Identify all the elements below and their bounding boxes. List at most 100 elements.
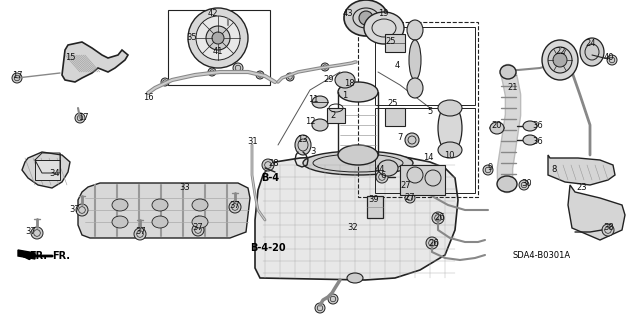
Bar xyxy=(375,27,475,105)
Ellipse shape xyxy=(376,171,388,183)
Ellipse shape xyxy=(112,216,128,228)
Ellipse shape xyxy=(338,82,378,102)
Ellipse shape xyxy=(405,193,415,203)
Text: FR.: FR. xyxy=(29,251,47,261)
Ellipse shape xyxy=(344,0,388,36)
Text: 25: 25 xyxy=(388,99,398,108)
Text: 5: 5 xyxy=(428,108,433,116)
Text: 16: 16 xyxy=(143,93,154,102)
Text: 10: 10 xyxy=(444,151,454,160)
Ellipse shape xyxy=(519,180,529,190)
Ellipse shape xyxy=(426,237,438,249)
Text: 11: 11 xyxy=(308,95,318,105)
Ellipse shape xyxy=(359,11,373,25)
Text: 41: 41 xyxy=(212,48,223,56)
Polygon shape xyxy=(18,250,35,259)
Bar xyxy=(375,108,475,193)
Ellipse shape xyxy=(206,26,230,50)
Ellipse shape xyxy=(31,227,43,239)
Text: 23: 23 xyxy=(577,182,588,191)
Text: 4: 4 xyxy=(394,61,399,70)
Text: 17: 17 xyxy=(12,70,22,79)
Ellipse shape xyxy=(224,11,232,19)
Text: 37: 37 xyxy=(230,201,241,210)
Text: 27: 27 xyxy=(404,194,415,203)
Bar xyxy=(400,165,445,195)
Bar xyxy=(385,108,405,126)
Ellipse shape xyxy=(500,65,516,79)
Polygon shape xyxy=(22,152,70,188)
Text: 25: 25 xyxy=(386,38,396,47)
Ellipse shape xyxy=(303,151,413,175)
Ellipse shape xyxy=(233,63,243,73)
Text: 24: 24 xyxy=(586,39,596,48)
Ellipse shape xyxy=(542,40,578,80)
Text: 7: 7 xyxy=(397,133,403,143)
Ellipse shape xyxy=(152,216,168,228)
Ellipse shape xyxy=(152,199,168,211)
Text: 14: 14 xyxy=(423,153,433,162)
Text: 37: 37 xyxy=(136,227,147,236)
Text: 15: 15 xyxy=(65,54,76,63)
Text: 33: 33 xyxy=(180,182,190,191)
Text: 31: 31 xyxy=(248,137,259,146)
Ellipse shape xyxy=(76,204,88,216)
Ellipse shape xyxy=(483,165,493,175)
Text: 2: 2 xyxy=(330,110,335,120)
Ellipse shape xyxy=(12,73,22,83)
Text: 40: 40 xyxy=(604,54,614,63)
Ellipse shape xyxy=(409,40,421,80)
Text: B-4: B-4 xyxy=(261,173,279,183)
Ellipse shape xyxy=(75,113,85,123)
Text: B-4-20: B-4-20 xyxy=(250,243,286,253)
Text: 13: 13 xyxy=(297,136,307,145)
Ellipse shape xyxy=(192,216,208,228)
Ellipse shape xyxy=(602,224,614,236)
Ellipse shape xyxy=(523,121,537,131)
Text: 26: 26 xyxy=(435,213,445,222)
Ellipse shape xyxy=(192,199,208,211)
Text: 37: 37 xyxy=(193,224,204,233)
Ellipse shape xyxy=(328,294,338,304)
Ellipse shape xyxy=(364,12,404,44)
Ellipse shape xyxy=(229,201,241,213)
Ellipse shape xyxy=(295,135,311,155)
Ellipse shape xyxy=(405,133,419,147)
Ellipse shape xyxy=(378,160,398,176)
Text: 20: 20 xyxy=(492,122,502,130)
Text: 3: 3 xyxy=(310,147,316,157)
Ellipse shape xyxy=(256,71,264,79)
Text: SDA4-B0301A: SDA4-B0301A xyxy=(513,250,571,259)
Bar xyxy=(35,160,60,180)
Text: 18: 18 xyxy=(344,78,355,87)
Ellipse shape xyxy=(315,303,325,313)
Text: 43: 43 xyxy=(342,10,353,19)
Bar xyxy=(367,196,383,218)
Text: 6: 6 xyxy=(380,172,386,181)
Ellipse shape xyxy=(407,20,423,40)
Ellipse shape xyxy=(312,119,328,131)
Text: 27: 27 xyxy=(401,181,412,189)
Text: 34: 34 xyxy=(50,168,60,177)
Ellipse shape xyxy=(432,212,444,224)
Ellipse shape xyxy=(196,16,240,60)
Ellipse shape xyxy=(212,32,224,44)
Ellipse shape xyxy=(286,73,294,81)
Ellipse shape xyxy=(585,44,599,60)
Ellipse shape xyxy=(347,273,363,283)
Ellipse shape xyxy=(553,53,567,67)
Ellipse shape xyxy=(321,63,329,71)
Ellipse shape xyxy=(438,142,462,158)
Ellipse shape xyxy=(112,199,128,211)
Ellipse shape xyxy=(548,47,572,73)
Text: 32: 32 xyxy=(348,224,358,233)
Text: 37: 37 xyxy=(70,205,81,214)
Text: 30: 30 xyxy=(522,179,532,188)
Ellipse shape xyxy=(335,72,355,88)
Polygon shape xyxy=(548,155,615,185)
Ellipse shape xyxy=(134,228,146,240)
Text: 36: 36 xyxy=(532,137,543,146)
Text: 39: 39 xyxy=(369,196,380,204)
Polygon shape xyxy=(568,185,625,240)
Text: 28: 28 xyxy=(269,159,279,167)
